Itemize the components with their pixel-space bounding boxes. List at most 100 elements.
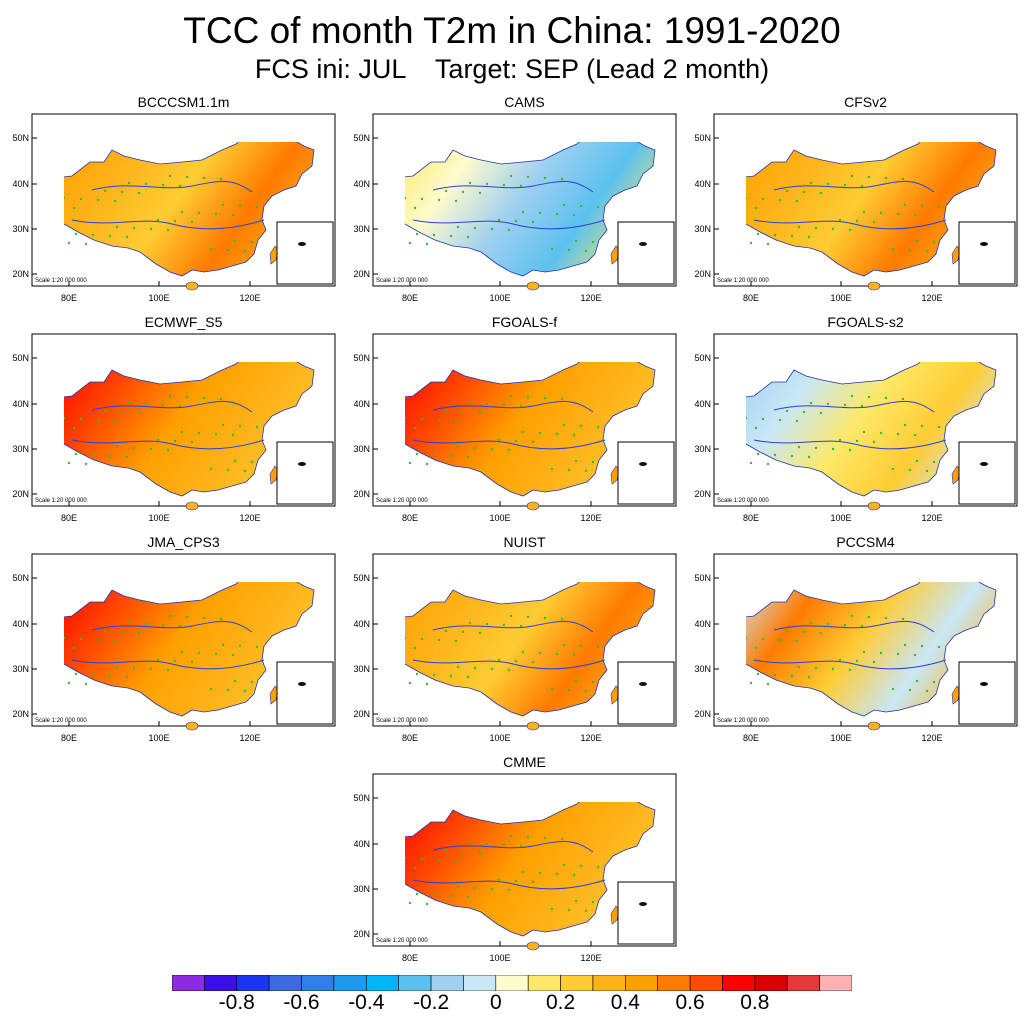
y-tick-label: 20N [12,269,29,279]
significance-dot [572,873,576,877]
significance-dot [425,902,429,906]
colorbar-label: 0 [489,991,502,1014]
significance-dot [826,402,830,406]
significance-dot [879,211,883,215]
x-tick-label: 100E [830,293,851,303]
significance-dot [91,233,95,237]
significance-dot [437,418,441,422]
colorbar-swatch [172,975,205,991]
significance-dot [560,837,564,841]
colorbar-swatch [365,975,399,991]
significance-dot [579,644,583,648]
significance-dot [560,397,564,401]
significance-dot [405,416,407,420]
significance-dot [761,637,765,641]
colorbar-swatch [625,975,659,991]
significance-dot [574,459,578,463]
significance-dot [790,454,794,458]
significance-dot [867,615,871,619]
significance-dot [161,183,165,187]
significance-dot [168,174,172,178]
significance-dot [437,198,441,202]
significance-dot [746,416,748,420]
significance-dot [543,616,547,620]
significance-dot [420,857,424,861]
significance-dot [461,850,465,854]
y-tick-label: 40N [694,179,711,189]
significance-dot [562,203,566,207]
significance-dot [432,893,436,897]
scale-note: Scale 1:20 000 000 [35,278,87,284]
significance-dot [884,176,888,180]
significance-dot [526,175,530,179]
significance-dot [831,447,835,451]
significance-dot [891,467,895,471]
significance-dot [197,431,201,435]
significance-dot [795,199,799,203]
significance-dot [896,652,900,656]
significance-dot [466,455,470,459]
significance-dot [519,844,523,848]
significance-dot [814,226,818,230]
significance-dot [746,636,748,640]
significance-dot [238,424,242,428]
river-line [753,219,947,230]
y-tick-label: 30N [12,224,29,234]
significance-dot [562,643,566,647]
significance-dot [408,241,412,245]
significance-dot [161,403,165,407]
significance-dot [766,462,770,466]
significance-dot [144,182,148,186]
significance-dot [478,631,482,635]
significance-dot [219,177,223,181]
significance-dot [521,210,525,214]
significance-dot [202,616,206,620]
significance-dot [243,469,247,473]
significance-dot [226,248,230,252]
significance-dot [173,219,177,223]
y-tick-label: 50N [12,353,29,363]
significance-dot [473,446,477,450]
significance-dot [797,225,801,229]
significance-dot [103,629,107,633]
river-line [773,620,935,633]
significance-dot [490,887,494,891]
significance-dot [761,417,765,421]
significance-dot [543,396,547,400]
significance-dot [219,617,223,621]
significance-dot [937,645,941,649]
significance-dot [872,440,876,444]
significance-dot [415,452,419,456]
significance-dot [231,213,235,217]
map-panel: Scale 1:20 000 000 50N 40N 30N 20N 80E 100E 120… [0,532,341,747]
significance-dot [937,205,941,209]
significance-dot [872,660,876,664]
significance-dot [132,446,136,450]
significance-dot [860,184,864,188]
map-panel: Scale 1:20 000 000 50N 40N 30N 20N 80E 100E 120… [682,312,1023,527]
significance-dot [214,652,218,656]
significance-dot [819,191,823,195]
significance-dot [795,639,799,643]
map-canvas: Scale 1:20 000 000 50N 40N 30N 20N 80E 100E 120… [694,553,1018,743]
significance-dot [497,658,501,662]
colorbar-swatch [398,975,432,991]
x-tick-label: 80E [743,513,759,523]
significance-dot [591,240,595,244]
x-tick-label: 80E [61,733,77,743]
significance-dot [596,645,600,649]
significance-dot [454,639,458,643]
significance-dot [785,189,789,193]
inset-island [639,242,647,246]
significance-dot [468,401,472,405]
significance-dot [180,650,184,654]
significance-dot [156,438,160,442]
significance-dot [190,220,194,224]
river-line [773,180,935,193]
y-tick-label: 50N [353,793,370,803]
x-tick-label: 100E [148,733,169,743]
colorbar-swatch [495,975,529,991]
significance-dot [749,461,753,465]
south-china-sea-inset [617,661,675,725]
significance-dot [879,651,883,655]
